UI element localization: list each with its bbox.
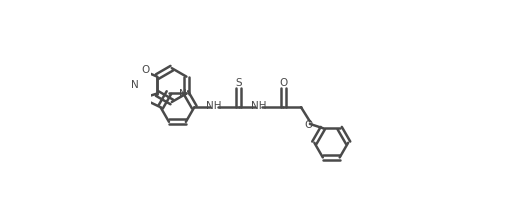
Text: O: O bbox=[305, 120, 313, 130]
Text: O: O bbox=[279, 78, 287, 88]
Text: N: N bbox=[179, 89, 187, 99]
Text: NH: NH bbox=[251, 100, 266, 110]
Text: NH: NH bbox=[206, 100, 222, 110]
Text: N: N bbox=[131, 80, 138, 90]
Text: O: O bbox=[142, 65, 150, 75]
Text: S: S bbox=[236, 78, 242, 88]
